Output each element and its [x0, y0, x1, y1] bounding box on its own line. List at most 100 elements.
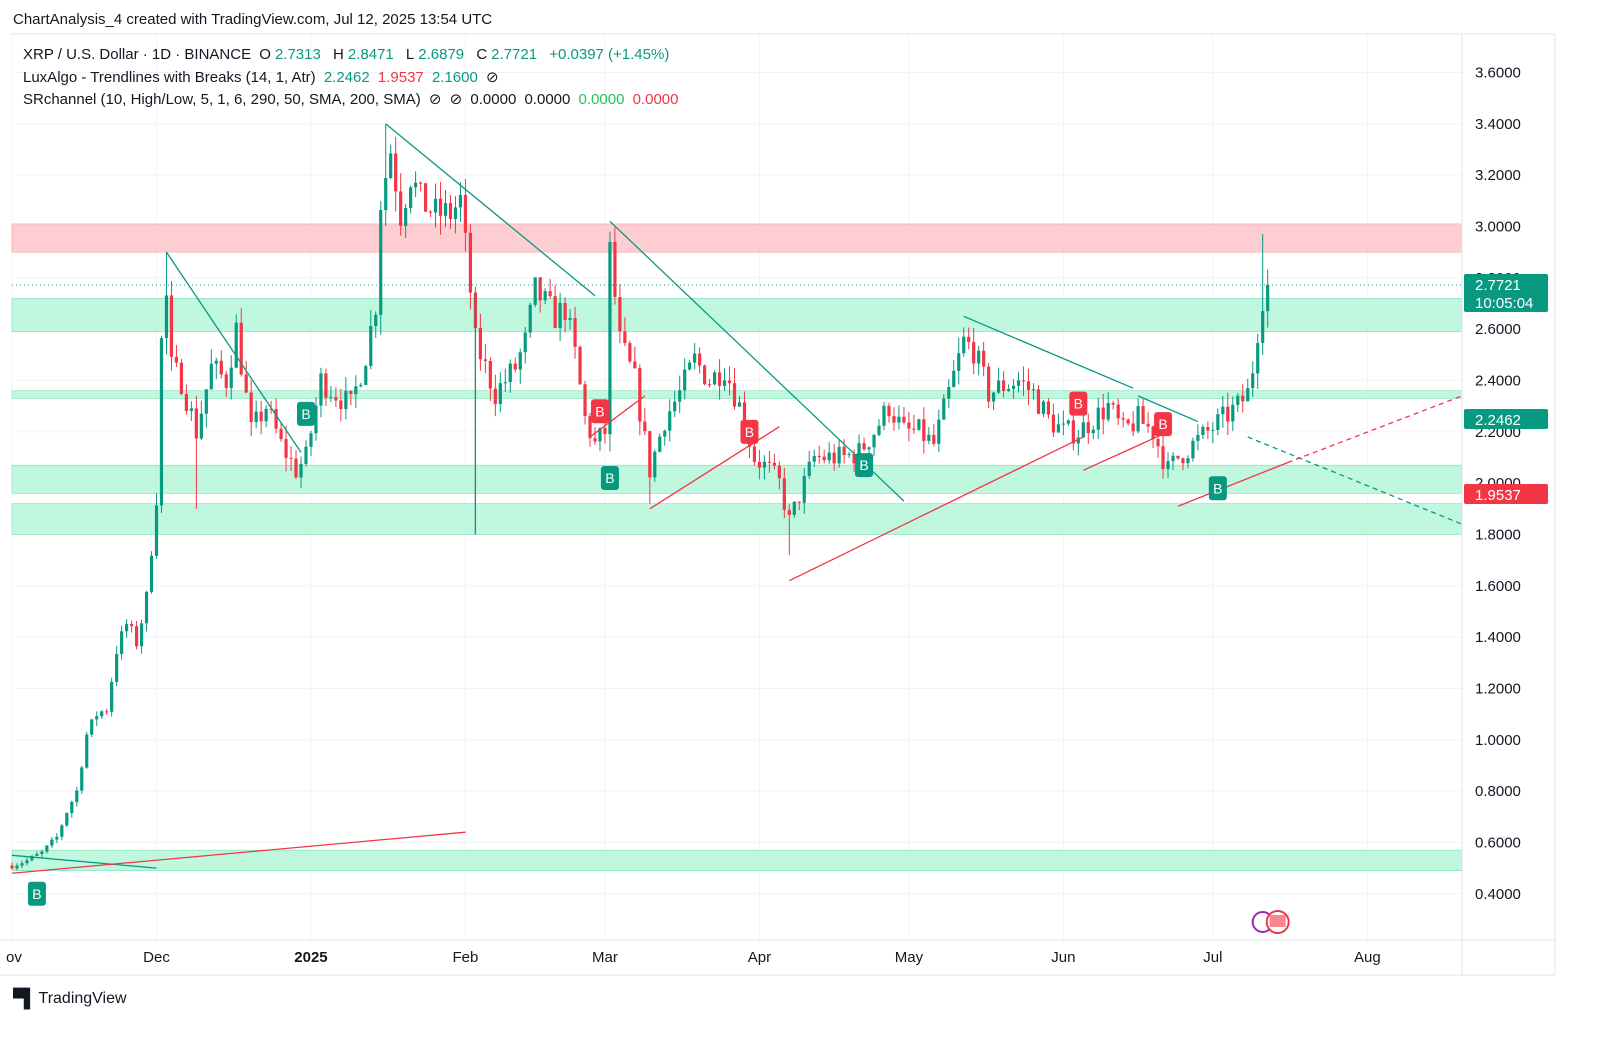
candle-body [568, 318, 572, 321]
candle-body [618, 297, 622, 332]
candle-body [633, 361, 637, 369]
candle-body [369, 326, 373, 367]
candle-body [110, 681, 114, 712]
close-value: C 2.7721 [476, 46, 538, 63]
candle-body [169, 295, 174, 357]
candle-body [229, 367, 233, 389]
break-label-box [1208, 476, 1227, 501]
candle-body [1191, 440, 1195, 459]
candle-body [882, 405, 886, 426]
candle-body [952, 370, 956, 387]
candle-body [937, 419, 941, 444]
trendline [1247, 436, 1463, 525]
x-tick-label: Aug [1354, 949, 1381, 966]
candle-body [668, 411, 672, 431]
candle-body [204, 389, 208, 414]
candle-body [932, 434, 936, 444]
candle-body [404, 207, 408, 226]
open-value: O 2.7313 [259, 46, 321, 63]
break-label-text: B [301, 406, 310, 422]
candle-body [877, 425, 881, 435]
candles [10, 123, 1270, 871]
tradingview-brand: TradingView [38, 989, 127, 1007]
indicator-2-v4: 0.0000 [632, 91, 679, 108]
symbol-name: XRP / U.S. Dollar · 1D · BINANCE [23, 46, 252, 63]
candle-body [414, 182, 418, 188]
candle-body [782, 478, 786, 510]
candle-body [354, 386, 358, 395]
candle-body [125, 624, 129, 632]
candle-body [653, 451, 657, 478]
eye-off-icon[interactable]: ⊘ [428, 91, 442, 108]
tradingview-logo-icon: ▀▌ [13, 988, 36, 1008]
candle-body [538, 277, 542, 301]
candle-body [384, 178, 388, 210]
candle-body [583, 384, 587, 417]
candle-body [608, 241, 612, 435]
trendline [963, 315, 1134, 389]
high-value: H 2.8471 [333, 46, 394, 63]
trendline [385, 123, 596, 297]
candle-body [1261, 311, 1265, 344]
candle-body [533, 277, 537, 305]
candle-body [75, 790, 79, 803]
price-tag: 2.2462 [1464, 408, 1548, 429]
candle-body [1061, 423, 1065, 425]
price-tag-value: 1.9537 [1475, 487, 1521, 504]
candle-body [762, 461, 767, 468]
candle-body [902, 416, 906, 423]
candle-body [1091, 429, 1095, 434]
candle-body [1226, 406, 1230, 422]
candle-body [244, 374, 248, 393]
candle-body [249, 392, 253, 423]
candle-body [867, 447, 871, 450]
indicator-1-v1: 2.2462 [323, 69, 370, 86]
y-tick-label: 1.6000 [1475, 578, 1521, 595]
eye-off-icon[interactable]: ⊘ [449, 91, 463, 108]
candle-body [60, 825, 64, 837]
tradingview-logo[interactable]: ▀▌ TradingView [13, 988, 127, 1009]
candle-body [842, 446, 846, 456]
candle-body [149, 555, 154, 592]
candle-body [593, 438, 597, 442]
y-tick-label: 0.4000 [1475, 886, 1521, 903]
candle-body [433, 198, 438, 213]
candle-body [1196, 434, 1200, 441]
y-tick-label: 2.4000 [1475, 372, 1521, 389]
trendline [11, 854, 157, 869]
candle-body [329, 397, 333, 399]
sr-zone [11, 390, 1463, 399]
candle-body [309, 433, 313, 447]
candle-body [129, 624, 134, 627]
candle-body [827, 452, 831, 461]
candle-body [1011, 385, 1016, 389]
candle-body [1251, 373, 1255, 389]
candle-body [1206, 426, 1210, 431]
candle-body [493, 388, 497, 405]
candle-body [712, 372, 717, 385]
candle-body [239, 322, 243, 375]
candle-body [1051, 414, 1056, 433]
candle-body [503, 382, 507, 384]
break-label-up: B [296, 401, 315, 426]
candle-body [957, 353, 961, 371]
candle-body [1116, 404, 1120, 419]
candle-body [478, 328, 482, 360]
candle-body [80, 767, 84, 791]
candle-body [389, 153, 393, 179]
flag-icon [1269, 915, 1286, 927]
candle-body [234, 322, 238, 368]
y-tick-label: 1.4000 [1475, 629, 1521, 646]
break-label-box [1069, 391, 1088, 416]
candle-body [1176, 455, 1180, 459]
candle-body [812, 455, 816, 462]
candle-body [707, 384, 712, 386]
candle-body [1241, 395, 1245, 402]
eye-off-icon[interactable]: ⊘ [486, 69, 499, 86]
candle-body [1096, 407, 1100, 430]
indicator-1-legend[interactable]: LuxAlgo - Trendlines with Breaks (14, 1,… [23, 68, 503, 86]
indicator-2-legend[interactable]: SRchannel (10, High/Low, 5, 1, 6, 290, 5… [23, 90, 682, 108]
indicator-2-name: SRchannel (10, High/Low, 5, 1, 6, 290, 5… [23, 91, 421, 108]
x-tick-label: Jul [1203, 949, 1222, 966]
